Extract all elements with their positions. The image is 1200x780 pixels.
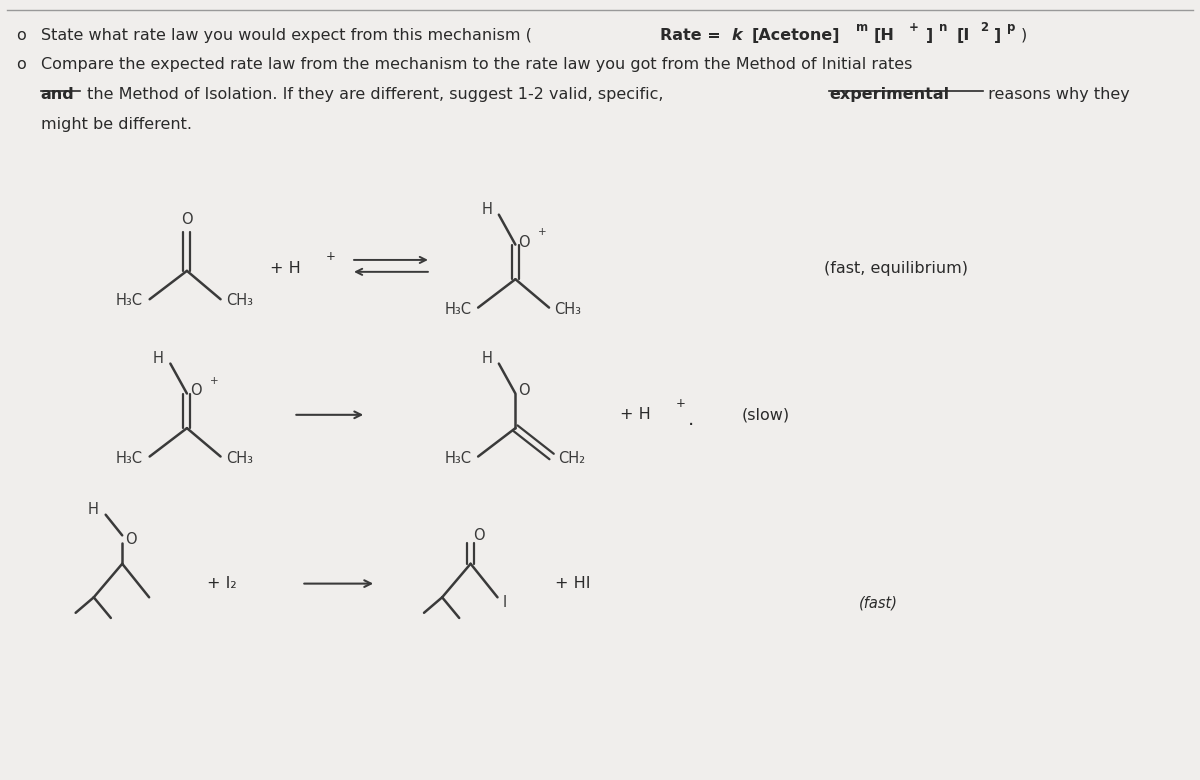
Text: experimental: experimental <box>829 87 949 102</box>
Text: O: O <box>181 212 193 227</box>
Text: .: . <box>688 410 694 429</box>
Text: [H: [H <box>874 27 895 43</box>
Text: o: o <box>16 58 25 73</box>
Text: and: and <box>41 87 74 102</box>
Text: H: H <box>152 351 163 366</box>
Text: (slow): (slow) <box>742 407 790 422</box>
Text: Rate =: Rate = <box>660 27 726 43</box>
Text: O: O <box>518 384 530 399</box>
Text: CH₃: CH₃ <box>226 451 253 466</box>
Text: H₃C: H₃C <box>444 302 472 317</box>
Text: H₃C: H₃C <box>116 451 143 466</box>
Text: CH₂: CH₂ <box>558 451 584 466</box>
Text: +: + <box>210 376 218 385</box>
Text: CH₃: CH₃ <box>226 293 253 308</box>
Text: might be different.: might be different. <box>41 117 192 132</box>
Text: State what rate law you would expect from this mechanism (: State what rate law you would expect fro… <box>41 27 532 43</box>
Text: + HI: + HI <box>556 576 590 591</box>
Text: reasons why they: reasons why they <box>983 87 1130 102</box>
Text: O: O <box>125 532 137 547</box>
Text: [I: [I <box>956 27 970 43</box>
Text: m: m <box>856 20 868 34</box>
Text: O: O <box>190 384 202 399</box>
Text: (fast, equilibrium): (fast, equilibrium) <box>824 261 968 276</box>
Text: k: k <box>731 27 742 43</box>
Text: H₃C: H₃C <box>444 451 472 466</box>
Text: +: + <box>325 250 335 264</box>
Text: o: o <box>16 27 25 43</box>
Text: + H: + H <box>270 261 300 276</box>
Text: 2: 2 <box>980 20 989 34</box>
Text: H: H <box>481 202 492 217</box>
Text: ]: ] <box>925 27 932 43</box>
Text: ]: ] <box>994 27 1002 43</box>
Text: +: + <box>676 397 685 410</box>
Text: CH₃: CH₃ <box>554 302 581 317</box>
Text: H: H <box>481 351 492 366</box>
Text: +: + <box>538 227 547 236</box>
Text: (fast): (fast) <box>859 596 898 611</box>
Text: the Method of Isolation. If they are different, suggest 1-2 valid, specific,: the Method of Isolation. If they are dif… <box>83 87 670 102</box>
Text: + H: + H <box>620 407 650 422</box>
Text: O: O <box>518 235 530 250</box>
Text: I: I <box>503 595 506 610</box>
Text: [Acetone]: [Acetone] <box>751 27 840 43</box>
Text: H₃C: H₃C <box>116 293 143 308</box>
Text: n: n <box>940 20 948 34</box>
Text: Compare the expected rate law from the mechanism to the rate law you got from th: Compare the expected rate law from the m… <box>41 58 912 73</box>
Text: H: H <box>88 502 98 517</box>
Text: p: p <box>1007 20 1015 34</box>
Text: +: + <box>908 20 918 34</box>
Text: ): ) <box>1021 27 1027 43</box>
Text: + I₂: + I₂ <box>206 576 236 591</box>
Text: O: O <box>473 528 485 543</box>
